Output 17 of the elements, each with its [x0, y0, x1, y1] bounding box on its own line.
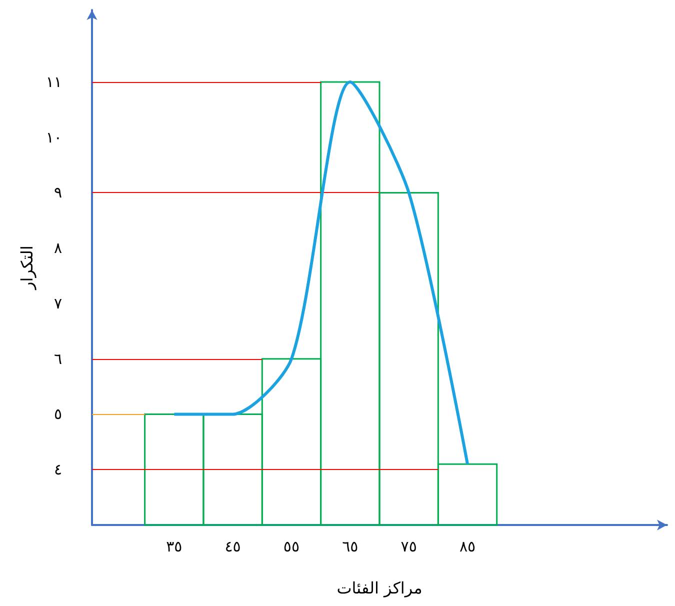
x-tick-label: ٦٥: [342, 538, 358, 556]
y-tick-label: ٨: [54, 239, 62, 258]
y-tick-label: ٥: [54, 405, 62, 424]
x-tick-label: ٧٥: [400, 538, 417, 556]
x-tick-label: ٨٥: [459, 538, 476, 556]
y-axis-title: التكرار: [17, 246, 36, 290]
line-series: [172, 80, 470, 466]
x-tick-label: ٤٥: [224, 538, 241, 556]
y-tick-label: ١٠: [46, 128, 62, 146]
y-tick-label: ١١: [46, 72, 62, 91]
x-axis-title: مراكز الفئات: [336, 578, 422, 598]
x-tick-label: ٥٥: [283, 538, 300, 556]
y-tick-label: ٩: [54, 184, 62, 202]
y-tick-label: ٧: [54, 294, 62, 312]
y-tick-label: ٦: [54, 350, 62, 368]
y-tick-label: ٤: [54, 460, 62, 479]
x-tick-label: ٣٥: [166, 538, 182, 556]
